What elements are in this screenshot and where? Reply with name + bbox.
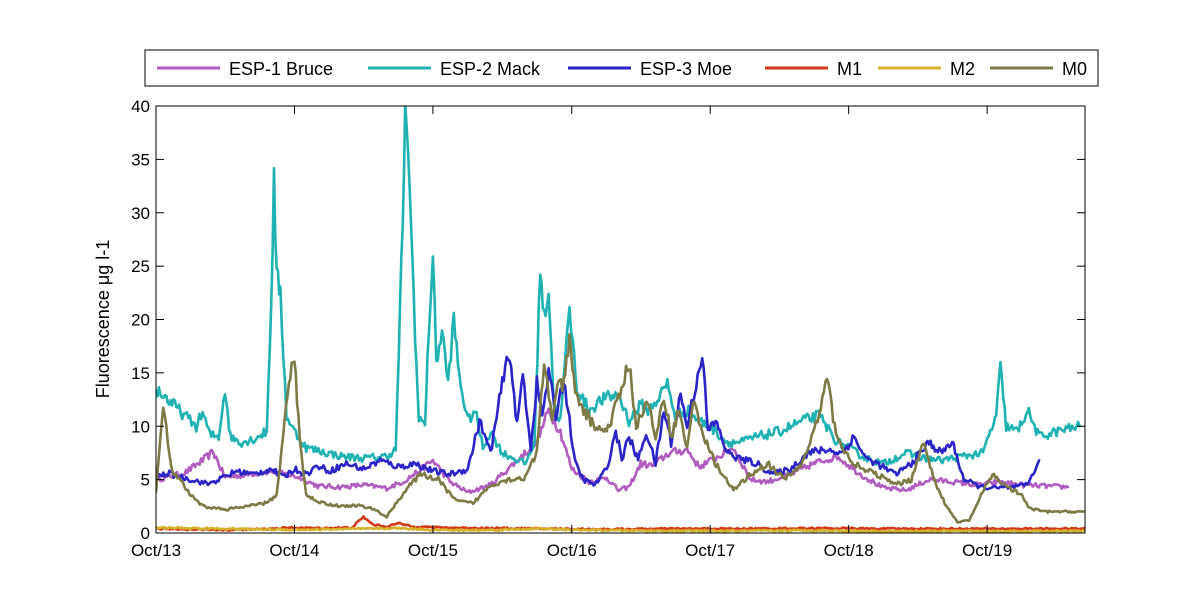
legend: ESP-1 Bruce ESP-2 Mack ESP-3 Moe M1 M2 M0 — [144, 49, 1099, 87]
y-tick-label: 30 — [131, 204, 150, 223]
y-tick-label: 10 — [131, 417, 150, 436]
x-tick-label: Oct/19 — [962, 541, 1012, 560]
x-tick-label: Oct/13 — [131, 541, 181, 560]
legend-label: M1 — [837, 59, 862, 79]
series-line-m0 — [156, 332, 1085, 524]
legend-label: M2 — [950, 59, 975, 79]
series-line-esp-1-bruce — [156, 407, 1070, 495]
y-tick-label: 15 — [131, 364, 150, 383]
y-axis-label: Fluorescence μg l-1 — [93, 240, 113, 398]
x-tick-label: Oct/15 — [408, 541, 458, 560]
x-tick-label: Oct/16 — [547, 541, 597, 560]
series-line-m2 — [156, 525, 1085, 533]
x-tick-label: Oct/17 — [685, 541, 735, 560]
series-line-m1 — [156, 515, 1085, 532]
x-axis: Oct/13 Oct/14 Oct/15 Oct/16 Oct/17 Oct/18 Oct/… — [131, 106, 1012, 560]
y-axis: 0 5 10 15 20 25 30 35 40 — [131, 97, 1085, 543]
y-tick-label: 25 — [131, 257, 150, 276]
x-tick-label: Oct/14 — [269, 541, 319, 560]
y-tick-label: 0 — [141, 524, 150, 543]
y-tick-label: 5 — [141, 471, 150, 490]
series-line-esp-2-mack — [156, 106, 1081, 466]
y-tick-label: 35 — [131, 150, 150, 169]
legend-label: ESP-3 Moe — [640, 59, 732, 79]
legend-label: ESP-1 Bruce — [229, 59, 333, 79]
legend-label: ESP-2 Mack — [440, 59, 541, 79]
x-tick-label: Oct/18 — [824, 541, 874, 560]
legend-label: M0 — [1062, 59, 1087, 79]
y-tick-label: 40 — [131, 97, 150, 116]
series-layer — [156, 106, 1085, 533]
y-tick-label: 20 — [131, 311, 150, 330]
